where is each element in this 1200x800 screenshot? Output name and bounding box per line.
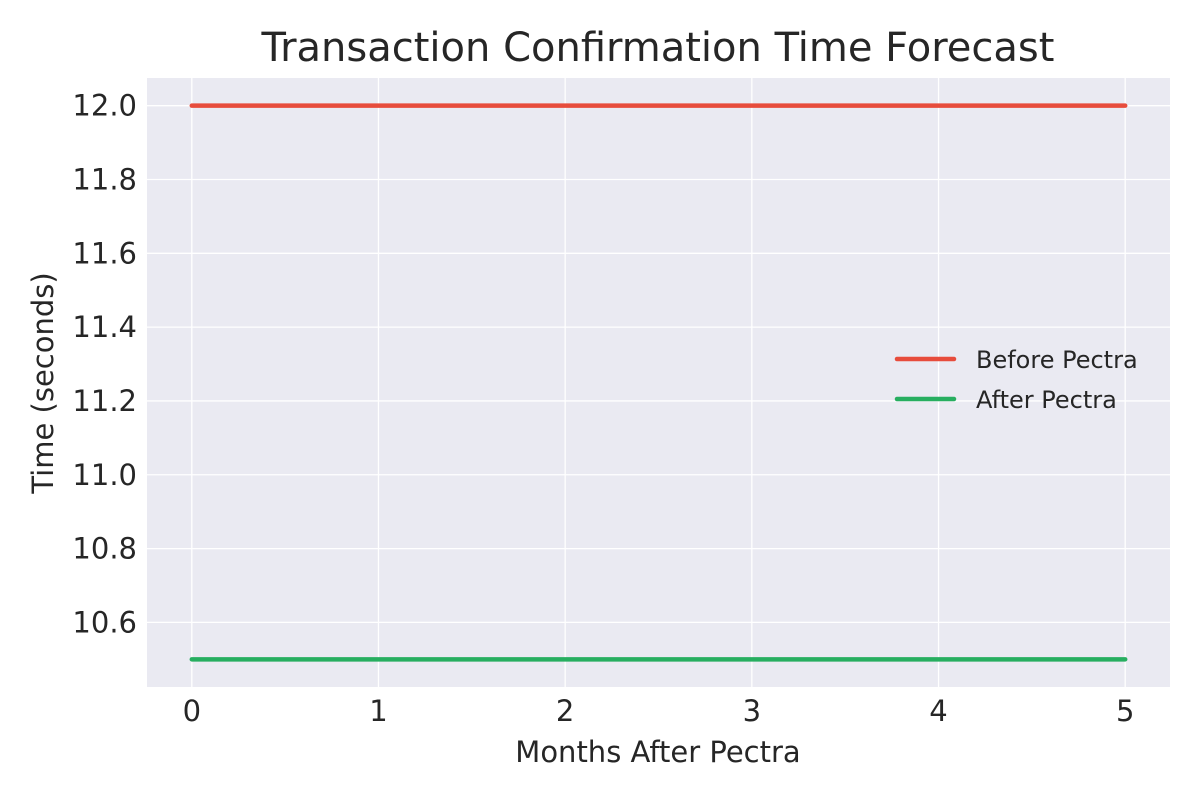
y-axis-ticks: 10.6 10.8 11.0 11.2 11.4 11.6 11.8 12.0	[72, 89, 137, 640]
plot-area	[147, 78, 1170, 687]
x-axis-ticks: 0 1 2 3 4 5	[183, 694, 1135, 728]
y-tick-label: 11.0	[72, 458, 137, 492]
y-tick-label: 11.6	[72, 236, 137, 270]
x-tick-label: 4	[929, 694, 947, 728]
x-tick-label: 0	[183, 694, 201, 728]
x-tick-label: 5	[1116, 694, 1134, 728]
y-axis-label: Time (seconds)	[26, 272, 60, 494]
x-tick-label: 3	[743, 694, 761, 728]
series-lines	[189, 103, 1128, 662]
x-tick-label: 2	[556, 694, 574, 728]
x-axis-label: Months After Pectra	[515, 735, 800, 769]
legend-label: Before Pectra	[976, 346, 1138, 374]
y-tick-label: 12.0	[72, 89, 137, 123]
x-tick-label: 1	[369, 694, 387, 728]
y-tick-label: 11.4	[72, 310, 137, 344]
legend-label: After Pectra	[976, 386, 1117, 414]
y-tick-label: 10.8	[72, 532, 137, 566]
y-tick-label: 11.8	[72, 163, 137, 197]
legend: Before Pectra After Pectra	[894, 346, 1138, 414]
y-tick-label: 10.6	[72, 605, 137, 639]
y-tick-label: 11.2	[72, 384, 137, 418]
chart-title: Transaction Confirmation Time Forecast	[261, 25, 1055, 71]
